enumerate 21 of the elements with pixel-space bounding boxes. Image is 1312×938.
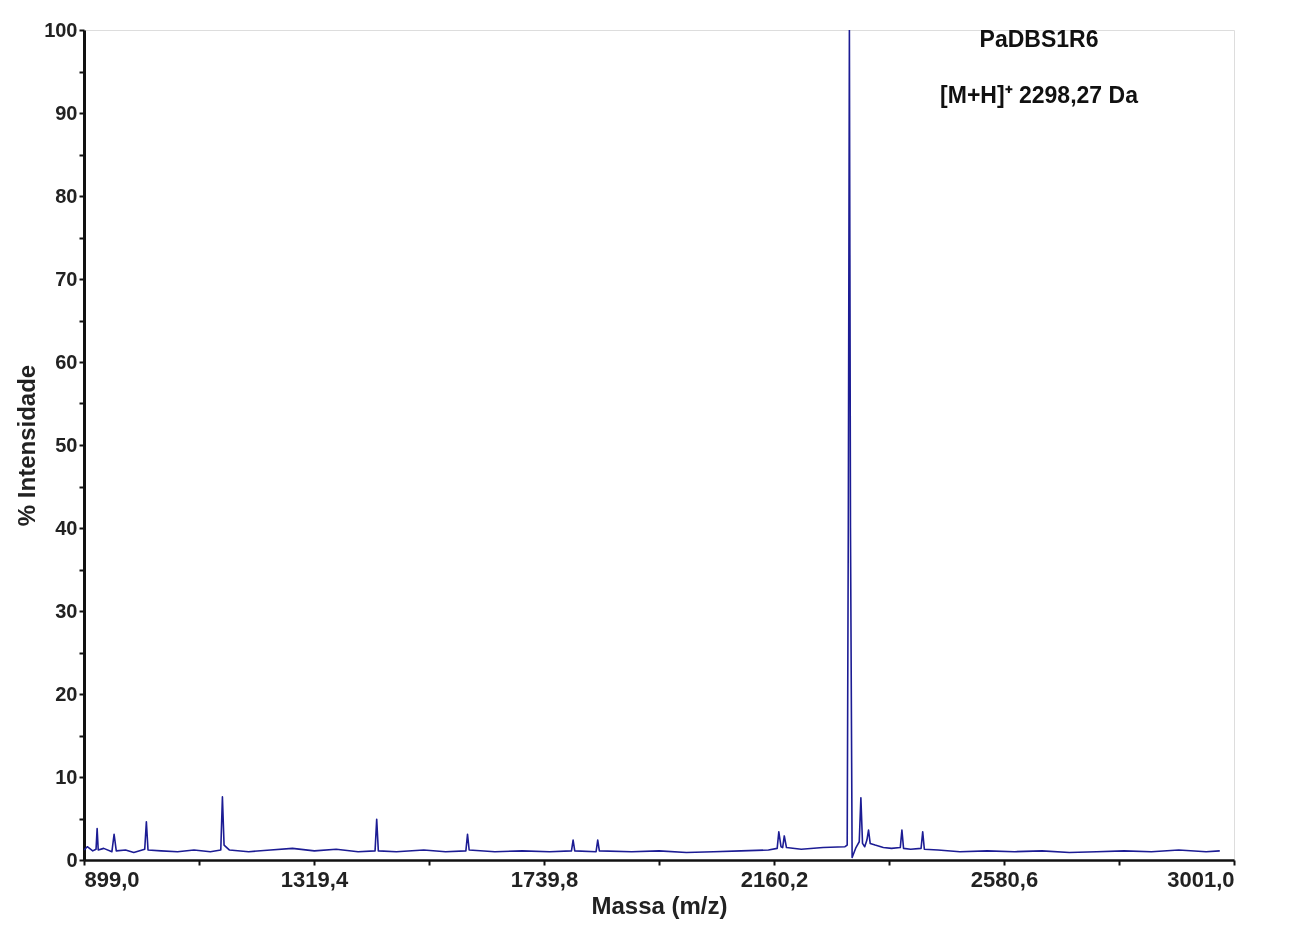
x-tick-label: 1739,8 (510, 866, 579, 892)
y-tick-label: 50 (55, 433, 78, 456)
y-tick-label: 20 (55, 682, 78, 705)
y-tick-label: 70 (55, 267, 78, 290)
x-tick-label: 899,0 (84, 866, 140, 892)
x-axis-title: Massa (m/z) (591, 891, 728, 919)
annotation: PaDBS1R6 (979, 26, 1099, 52)
y-tick-label: 90 (55, 101, 78, 124)
y-tick-label: 30 (55, 599, 78, 622)
x-tick-label: 2160,2 (740, 866, 809, 892)
y-tick-label: 100 (44, 18, 78, 41)
y-tick-label: 40 (55, 516, 78, 539)
x-tick-label: 1319,4 (280, 866, 349, 892)
x-tick-label: 3001,0 (1167, 866, 1235, 892)
y-axis-title: % Intensidade (13, 364, 41, 527)
y-tick-label: 10 (55, 765, 78, 788)
y-tick-label: 0 (66, 848, 78, 871)
annotation: [M+H]⁺ 2298,27 Da (940, 82, 1139, 108)
x-tick-label: 2580,6 (970, 866, 1039, 892)
y-tick-label: 80 (55, 184, 78, 207)
y-tick-label: 60 (55, 350, 78, 373)
